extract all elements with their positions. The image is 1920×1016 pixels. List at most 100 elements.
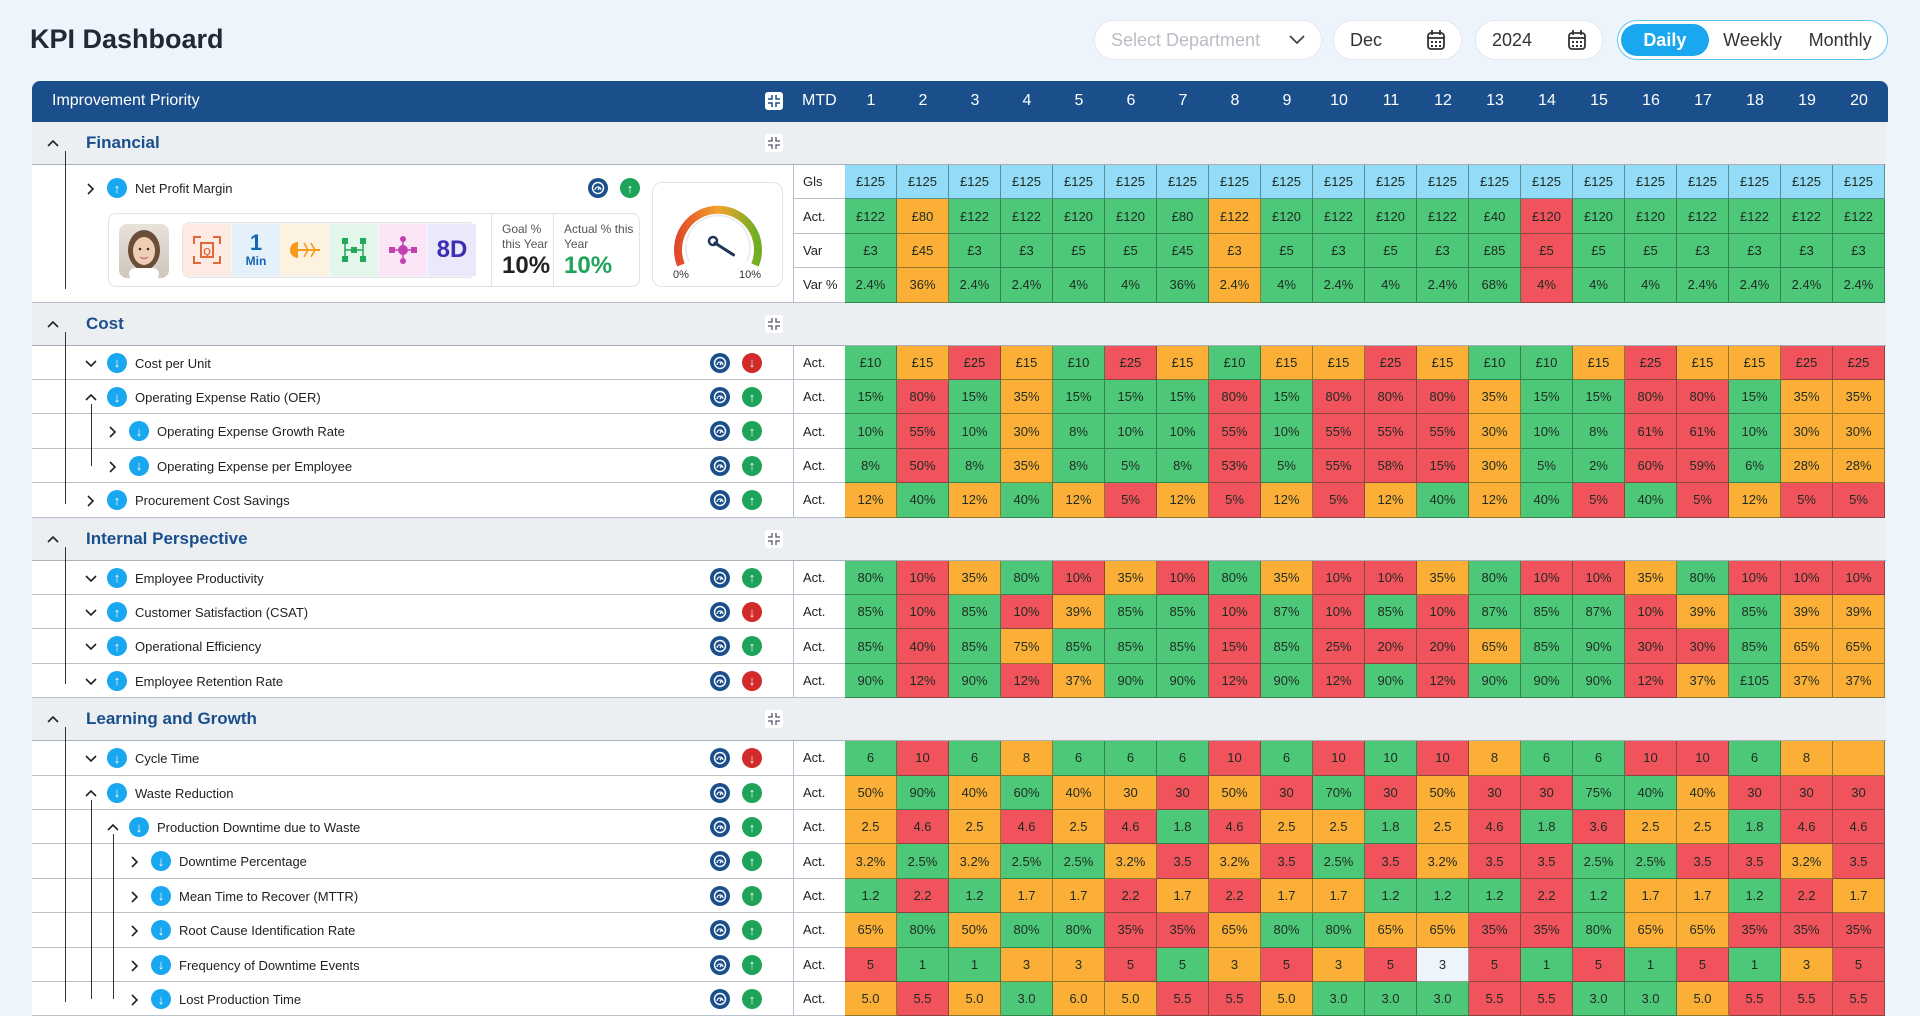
gauge-icon[interactable] xyxy=(710,490,730,511)
value-cell[interactable]: 1.8 xyxy=(1157,810,1209,845)
value-cell[interactable]: £85 xyxy=(1469,233,1521,269)
value-cell[interactable]: 80% xyxy=(1573,913,1625,948)
value-cell[interactable]: 5.5 xyxy=(1209,982,1261,1016)
value-cell[interactable]: 90% xyxy=(949,663,1001,699)
value-cell[interactable]: 3.5 xyxy=(1833,844,1885,879)
value-cell[interactable]: 3.5 xyxy=(1157,844,1209,879)
value-cell[interactable]: 4% xyxy=(1573,268,1625,303)
value-cell[interactable]: £45 xyxy=(897,233,949,269)
value-cell[interactable]: 60% xyxy=(1001,775,1053,810)
gauge-icon[interactable] xyxy=(710,602,730,622)
value-cell[interactable]: 80% xyxy=(1001,913,1053,948)
gauge-icon[interactable] xyxy=(588,178,608,198)
value-cell[interactable]: 2.5 xyxy=(1313,810,1365,845)
value-cell[interactable]: 2.5 xyxy=(1261,810,1313,845)
value-cell[interactable]: 5 xyxy=(1469,947,1521,982)
value-cell[interactable]: 4% xyxy=(1053,268,1105,303)
expand-chevron-icon[interactable] xyxy=(129,855,141,868)
value-cell[interactable]: 35% xyxy=(1157,913,1209,948)
value-cell[interactable]: 80% xyxy=(1261,913,1313,948)
view-daily-button[interactable]: Daily xyxy=(1621,24,1709,56)
value-cell[interactable]: 85% xyxy=(1105,629,1157,664)
value-cell[interactable]: £25 xyxy=(1625,345,1677,380)
value-cell[interactable]: 5 xyxy=(1261,947,1313,982)
value-cell[interactable]: 35% xyxy=(949,560,1001,595)
value-cell[interactable]: 6 xyxy=(1521,741,1573,776)
value-cell[interactable]: £125 xyxy=(1313,165,1365,200)
value-cell[interactable]: 10% xyxy=(1313,560,1365,595)
value-cell[interactable]: 4.6 xyxy=(1781,810,1833,845)
value-cell[interactable]: 50% xyxy=(949,913,1001,948)
value-cell[interactable]: £125 xyxy=(1157,165,1209,200)
value-cell[interactable]: 1.2 xyxy=(1417,878,1469,914)
value-cell[interactable]: 3.2% xyxy=(1781,844,1833,879)
value-cell[interactable]: 28% xyxy=(1781,448,1833,484)
gauge-icon[interactable] xyxy=(710,387,730,407)
value-cell[interactable]: 80% xyxy=(1677,560,1729,595)
value-cell[interactable]: 30% xyxy=(1833,414,1885,449)
value-cell[interactable]: 30 xyxy=(1365,775,1417,810)
kpi-row[interactable]: ↓ Mean Time to Recover (MTTR) ↑ xyxy=(32,878,793,914)
value-cell[interactable]: £25 xyxy=(1105,345,1157,380)
value-cell[interactable]: 10% xyxy=(1573,560,1625,595)
value-cell[interactable]: £125 xyxy=(1053,165,1105,200)
value-cell[interactable]: 80% xyxy=(1469,560,1521,595)
value-cell[interactable]: 2.5 xyxy=(1417,810,1469,845)
value-cell[interactable]: £125 xyxy=(1469,165,1521,200)
value-cell[interactable]: 10% xyxy=(1521,414,1573,449)
value-cell[interactable]: 3.0 xyxy=(1573,982,1625,1016)
value-cell[interactable]: £15 xyxy=(1677,345,1729,380)
value-cell[interactable]: 6 xyxy=(1157,741,1209,776)
value-cell[interactable]: 3.5 xyxy=(1677,844,1729,879)
value-cell[interactable]: £3 xyxy=(949,233,1001,269)
value-cell[interactable]: 10% xyxy=(949,414,1001,449)
value-cell[interactable]: 10 xyxy=(1209,741,1261,776)
value-cell[interactable]: 3.2% xyxy=(949,844,1001,879)
value-cell[interactable]: 6% xyxy=(1729,448,1781,484)
expand-chevron-icon[interactable] xyxy=(85,606,97,618)
value-cell[interactable]: 2.5% xyxy=(1001,844,1053,879)
collapse-chevron-icon[interactable] xyxy=(47,713,59,725)
value-cell[interactable]: 40% xyxy=(897,629,949,664)
value-cell[interactable]: 80% xyxy=(1209,380,1261,415)
value-cell[interactable]: 5 xyxy=(1157,947,1209,982)
value-cell[interactable]: £125 xyxy=(1105,165,1157,200)
value-cell[interactable]: 4.6 xyxy=(1209,810,1261,845)
value-cell[interactable]: 12% xyxy=(897,663,949,699)
value-cell[interactable]: 8% xyxy=(1573,414,1625,449)
value-cell[interactable]: 1.7 xyxy=(1261,878,1313,914)
value-cell[interactable]: 30 xyxy=(1469,775,1521,810)
value-cell[interactable]: 65% xyxy=(1781,629,1833,664)
value-cell[interactable]: 50% xyxy=(897,448,949,484)
value-cell[interactable]: 30 xyxy=(1261,775,1313,810)
value-cell[interactable]: 2.4% xyxy=(1729,268,1781,303)
value-cell[interactable]: 1.7 xyxy=(1313,878,1365,914)
value-cell[interactable]: 85% xyxy=(1729,629,1781,664)
gauge-icon[interactable] xyxy=(710,352,730,373)
value-cell[interactable]: £125 xyxy=(1261,165,1313,200)
value-cell[interactable]: 20% xyxy=(1365,629,1417,664)
value-cell[interactable]: 5 xyxy=(1573,947,1625,982)
value-cell[interactable]: 12% xyxy=(1729,483,1781,518)
value-cell[interactable]: 3.5 xyxy=(1261,844,1313,879)
value-cell[interactable]: 8% xyxy=(1157,448,1209,484)
value-cell[interactable]: 5.5 xyxy=(1781,982,1833,1016)
gauge-icon[interactable] xyxy=(710,567,730,588)
value-cell[interactable]: £122 xyxy=(845,199,897,234)
value-cell[interactable]: 40% xyxy=(1521,483,1573,518)
value-cell[interactable]: 30% xyxy=(1469,414,1521,449)
gauge-icon[interactable] xyxy=(710,455,730,476)
value-cell[interactable]: 85% xyxy=(949,629,1001,664)
kpi-row[interactable]: ↓ Lost Production Time ↑ xyxy=(32,982,793,1016)
value-cell[interactable]: 15% xyxy=(1417,448,1469,484)
value-cell[interactable]: 2.5% xyxy=(1625,844,1677,879)
value-cell[interactable]: 36% xyxy=(897,268,949,303)
value-cell[interactable]: £10 xyxy=(1209,345,1261,380)
value-cell[interactable]: 4% xyxy=(1521,268,1573,303)
value-cell[interactable]: 3.0 xyxy=(1417,982,1469,1016)
gauge-icon[interactable] xyxy=(710,748,730,769)
value-cell[interactable]: 5.0 xyxy=(1261,982,1313,1016)
process-tool-icon[interactable] xyxy=(379,224,427,276)
value-cell[interactable]: 40% xyxy=(1677,775,1729,810)
view-toggle[interactable]: Daily Weekly Monthly xyxy=(1617,20,1888,60)
